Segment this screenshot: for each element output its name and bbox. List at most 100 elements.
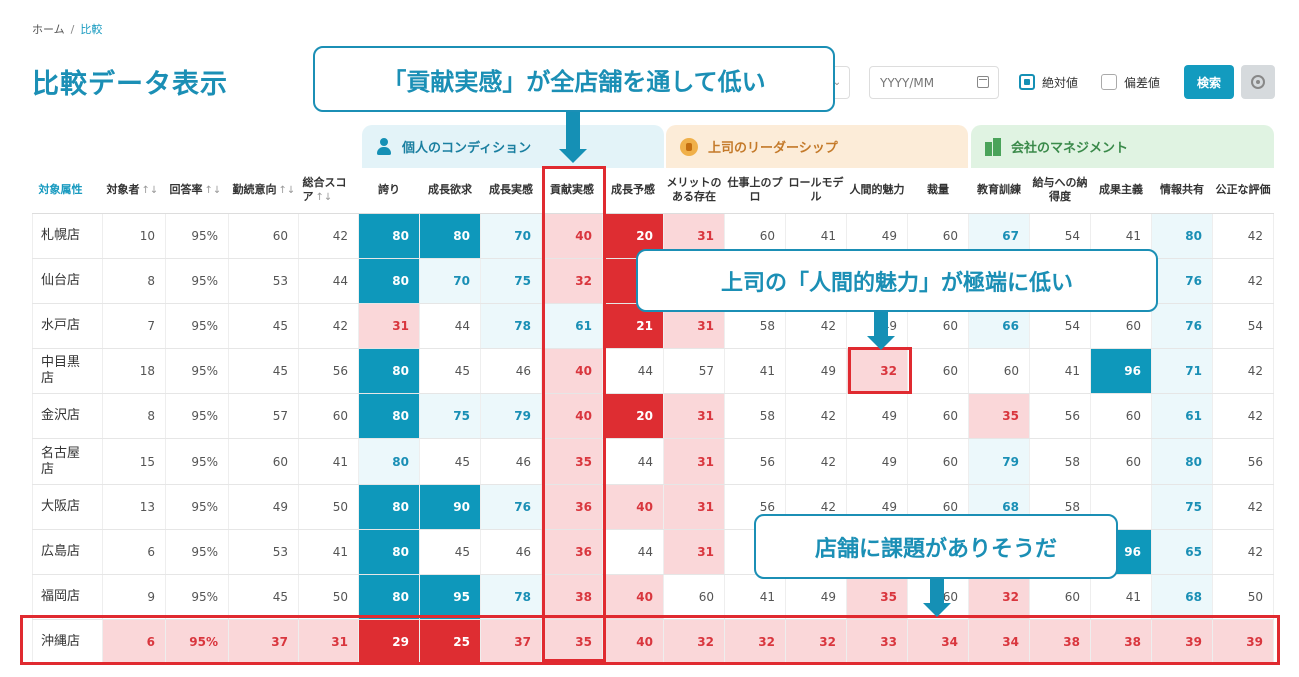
score-cell: 70 (419, 258, 481, 304)
score-cell: 41 (298, 529, 359, 576)
table-header-row: 対象属性 対象者 ↑↓ 回答率 ↑↓ 勤続意向 ↑↓ 総合スコア ↑↓ 誇り 成長欲求 成長実感 貢献実… (32, 168, 1274, 214)
column-header: 裁量 (907, 168, 969, 214)
score-cell: 31 (663, 484, 725, 530)
absolute-label: 絶対値 (1042, 76, 1079, 90)
column-header: メリットのある存在 (663, 168, 725, 214)
score-cell: 75 (1151, 484, 1213, 530)
score-cell: 90 (419, 484, 481, 530)
score-cell: 18 (102, 348, 166, 395)
score-cell: 49 (785, 348, 847, 395)
score-cell: 79 (968, 438, 1030, 485)
breadcrumb-home[interactable]: ホーム (32, 23, 65, 36)
score-cell: 45 (419, 348, 481, 395)
score-cell: 45 (228, 348, 299, 395)
score-cell: 80 (358, 529, 420, 576)
callout-arrow (867, 312, 895, 350)
score-cell: 50 (1212, 574, 1274, 621)
score-cell: 60 (907, 393, 969, 440)
score-cell: 39 (1212, 619, 1274, 666)
score-cell: 49 (846, 438, 908, 485)
score-cell: 41 (724, 348, 786, 395)
group-header-management: 会社のマネジメント (971, 125, 1274, 168)
score-cell: 42 (298, 303, 359, 350)
score-cell: 80 (358, 393, 420, 440)
score-cell: 60 (1090, 438, 1152, 485)
calendar-icon[interactable] (977, 76, 989, 88)
score-cell: 41 (298, 438, 359, 485)
sort-icon[interactable]: ↑↓ (315, 191, 333, 203)
filter-select[interactable]: ⌄ (825, 66, 850, 99)
column-header-label: ロールモデル (788, 176, 844, 204)
column-header: 成長欲求 (419, 168, 481, 214)
score-cell: 65 (1151, 529, 1213, 576)
column-header[interactable]: 回答率 ↑↓ (165, 168, 229, 214)
settings-button[interactable] (1241, 65, 1275, 99)
score-cell: 46 (480, 529, 542, 576)
score-cell: 61 (1151, 393, 1213, 440)
sort-icon[interactable]: ↑↓ (278, 184, 296, 196)
column-header-label: 総合スコア (302, 175, 347, 203)
column-header: 貢献実感 (541, 168, 603, 214)
sort-icon[interactable]: ↑↓ (141, 184, 159, 196)
absolute-checkbox[interactable] (1019, 74, 1035, 90)
score-cell: 95% (165, 303, 229, 350)
table-row[interactable]: 中目黒店 18 95% 45 56 80 45 46 40 44 57 41 49 32 60 60 41 96 7… (32, 348, 1274, 395)
score-cell: 46 (480, 438, 542, 485)
sort-icon[interactable]: ↑↓ (204, 184, 222, 196)
column-header: 対象属性 (32, 168, 103, 214)
date-input[interactable] (869, 66, 999, 99)
score-cell: 20 (602, 213, 664, 259)
column-header[interactable]: 対象者 ↑↓ (102, 168, 166, 214)
search-button[interactable]: 検索 (1184, 65, 1234, 99)
score-cell: 37 (228, 619, 299, 666)
score-cell: 39 (1151, 619, 1213, 666)
column-header: 仕事上のプロ (724, 168, 786, 214)
score-cell: 32 (724, 619, 786, 666)
column-header-label: 成果主義 (1099, 183, 1143, 197)
score-cell: 32 (846, 348, 908, 395)
score-cell: 60 (1029, 574, 1091, 621)
column-header-label: 成長予感 (611, 183, 655, 197)
score-cell: 50 (298, 574, 359, 621)
score-cell: 68 (1151, 574, 1213, 621)
score-cell: 9 (102, 574, 166, 621)
table-row[interactable]: 福岡店 9 95% 45 50 80 95 78 38 40 60 41 49 35 60 32 60 41 68 5… (32, 574, 1274, 621)
score-cell: 32 (785, 619, 847, 666)
column-header: 人間的魅力 (846, 168, 908, 214)
score-cell: 78 (480, 303, 542, 350)
score-cell: 42 (298, 213, 359, 259)
score-cell: 31 (663, 438, 725, 485)
score-cell: 60 (907, 348, 969, 395)
callout-store: 店舗に課題がありそうだ (754, 514, 1118, 579)
table-row[interactable]: 名古屋店 15 95% 60 41 80 45 46 35 44 31 56 42 49 60 79 58 60 8… (32, 438, 1274, 485)
score-cell: 58 (724, 393, 786, 440)
table-row[interactable]: 沖縄店 6 95% 37 31 29 25 37 35 40 32 32 32 33 34 34 38 38 39 3… (32, 619, 1274, 666)
score-cell: 61 (541, 303, 603, 350)
boss-icon (680, 137, 698, 156)
store-name: 水戸店 (32, 303, 103, 350)
score-cell: 80 (358, 438, 420, 485)
table-row[interactable]: 金沢店 8 95% 57 60 80 75 79 40 20 31 58 42 49 60 35 56 60 61 4… (32, 393, 1274, 440)
score-cell: 60 (968, 348, 1030, 395)
score-cell: 40 (602, 484, 664, 530)
callout-charm: 上司の「人間的魅力」が極端に低い (636, 249, 1158, 312)
score-cell: 44 (602, 348, 664, 395)
group-header-leadership: 上司のリーダーシップ (666, 125, 968, 168)
score-cell: 75 (480, 258, 542, 304)
person-icon (376, 137, 392, 156)
deviation-checkbox[interactable] (1101, 74, 1117, 90)
column-header[interactable]: 総合スコア ↑↓ (298, 168, 359, 214)
score-cell: 6 (102, 529, 166, 576)
column-header[interactable]: 勤続意向 ↑↓ (228, 168, 299, 214)
score-cell: 60 (298, 393, 359, 440)
callout-contribution: 「貢献実感」が全店舗を通して低い (313, 46, 835, 112)
score-cell: 95% (165, 213, 229, 259)
column-header-label: 回答率 (169, 182, 203, 196)
score-cell: 53 (228, 529, 299, 576)
score-cell: 40 (602, 619, 664, 666)
score-cell: 34 (968, 619, 1030, 666)
score-cell: 95% (165, 619, 229, 666)
comparison-table: 対象属性 対象者 ↑↓ 回答率 ↑↓ 勤続意向 ↑↓ 総合スコア ↑↓ 誇り 成長欲求 成長実感 貢献実… (32, 168, 1274, 666)
store-name: 福岡店 (32, 574, 103, 621)
column-header: 成果主義 (1090, 168, 1152, 214)
